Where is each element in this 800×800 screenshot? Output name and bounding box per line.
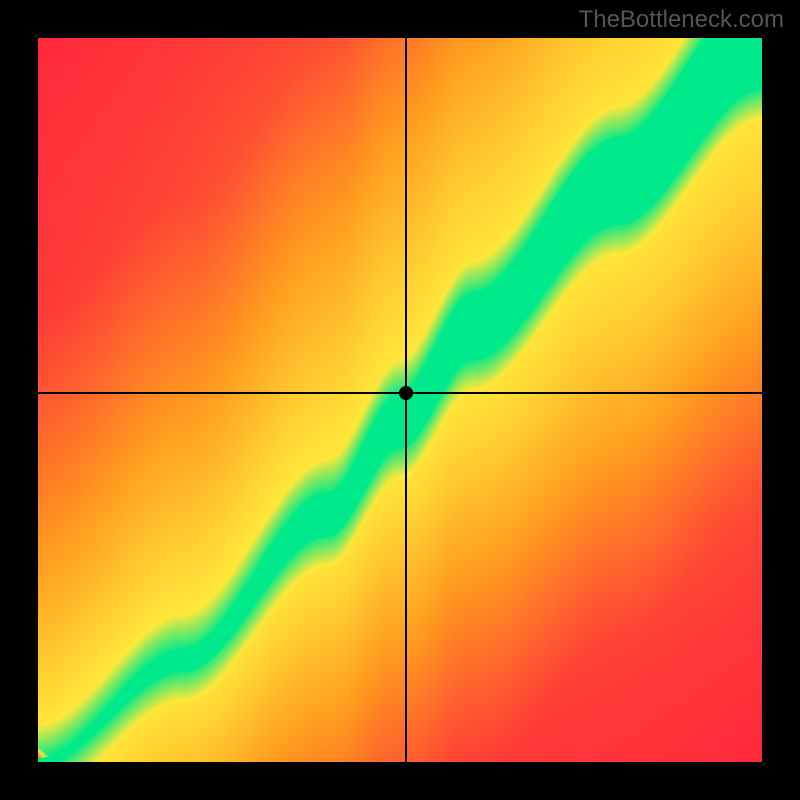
data-point-marker [399,386,413,400]
crosshair-vertical [405,38,407,762]
heatmap-canvas [38,38,762,762]
plot-area [38,38,762,762]
watermark-text: TheBottleneck.com [579,6,784,34]
